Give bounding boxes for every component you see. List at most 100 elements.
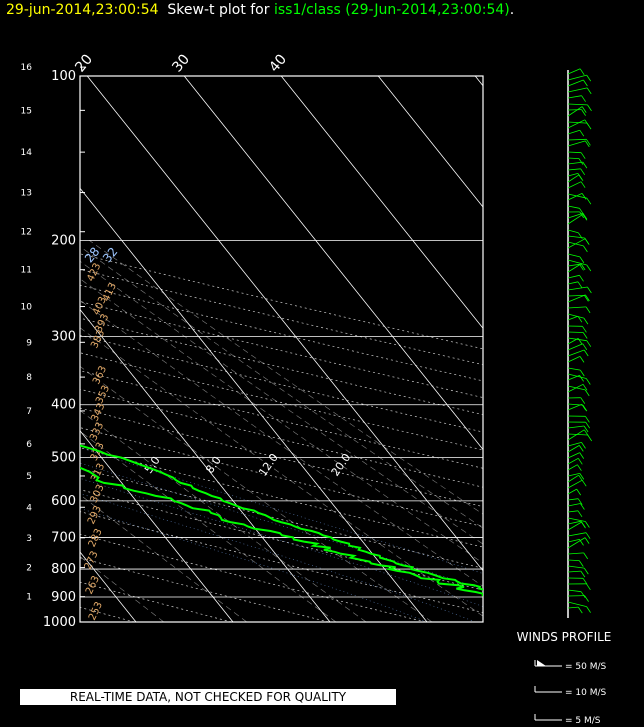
moist-adiabat-line (80, 493, 476, 622)
wind-barb-flag (579, 473, 585, 480)
quality-disclaimer: REAL-TIME DATA, NOT CHECKED FOR QUALITY (20, 689, 396, 705)
temperature-trace (80, 444, 483, 591)
km-label: 3 (26, 534, 32, 544)
mixing-ratio-label: 12.0 (256, 451, 281, 479)
wind-barb-flag (580, 263, 586, 271)
mixing-ratio-label: 20.0 (329, 451, 354, 479)
wind-barb (567, 452, 580, 459)
wind-barb (567, 193, 583, 201)
labels-layer: 1000900800700600500400300200100123456789… (21, 51, 354, 630)
wind-barb (567, 565, 585, 569)
wind-barb (567, 356, 581, 363)
isotherm-line (280, 76, 483, 329)
wind-barb (567, 520, 582, 525)
wind-barb (567, 503, 581, 507)
wind-barb (567, 601, 587, 607)
km-label: 16 (21, 63, 33, 73)
wind-barb-flag (586, 583, 591, 591)
wind-barb-flag (585, 532, 591, 539)
dry-adiabat-label: 273 (83, 550, 101, 572)
wind-barb (567, 375, 580, 381)
wind-barb-flag (582, 332, 588, 339)
wind-barb (567, 129, 580, 135)
wind-barb-flag (583, 425, 589, 433)
wind-barb-flag (581, 404, 587, 411)
pressure-label: 900 (51, 590, 76, 605)
wind-barb-flag (586, 264, 592, 272)
isotherm-line (474, 76, 483, 87)
wind-barb-flag (577, 498, 583, 505)
wind-barb-flag (587, 434, 593, 442)
dewpoint-trace (80, 466, 483, 597)
wind-barb (567, 68, 581, 75)
wind-barb (567, 213, 584, 225)
wind-barb-flag (583, 317, 589, 325)
mixing-ratio-line (80, 556, 164, 622)
wind-barb-flag (581, 95, 586, 102)
km-label: 12 (21, 228, 32, 238)
wind-barb (567, 74, 587, 81)
wind-barb-flag (577, 606, 583, 614)
mixing-ratio-line (89, 240, 483, 515)
pressure-label: 200 (51, 233, 76, 248)
dry-adiabat-label: 363 (91, 364, 109, 386)
wind-barb (567, 103, 588, 106)
wind-barb (567, 473, 580, 477)
wind-barb-flag (586, 197, 592, 205)
wind-barb-flag (577, 281, 583, 289)
wind-barb-flag (583, 349, 589, 357)
moist-adiabat-line (80, 508, 428, 622)
wind-barb (567, 433, 588, 436)
wind-barb-flag (584, 537, 590, 544)
wind-barb-flag (585, 521, 590, 528)
isotherm-label: 30 (169, 51, 193, 75)
wind-barb (567, 445, 580, 453)
wind-barb (567, 552, 584, 555)
km-label: 13 (21, 189, 32, 199)
wind-barb-flag (581, 479, 587, 487)
km-label: 5 (26, 472, 32, 482)
wind-barb (567, 253, 580, 258)
dry-adiabat-line (80, 581, 232, 622)
isotherm-label: 40 (266, 51, 290, 75)
wind-barb-flag (580, 181, 586, 188)
wind-barb (567, 151, 582, 154)
wind-barb (567, 532, 587, 537)
wind-barb-flag (580, 503, 585, 510)
wind-barb (567, 457, 579, 465)
wind-barb-flag (587, 104, 592, 112)
wind-barb (567, 119, 585, 129)
wind-barb (567, 121, 588, 124)
km-label: 1 (26, 593, 32, 603)
wind-barb (567, 589, 582, 593)
wind-barb-flag (585, 378, 591, 385)
wind-barb-flag (579, 369, 585, 377)
pressure-label: 100 (51, 69, 76, 84)
title-label: Skew-t plot for (167, 2, 270, 18)
pressure-label: 1000 (43, 615, 76, 630)
wind-barb-flag (581, 193, 587, 200)
wind-barb (567, 238, 586, 249)
wind-barb (567, 464, 578, 471)
wind-barb (567, 174, 580, 183)
wind-barb (567, 205, 580, 209)
wind-barb (567, 138, 587, 141)
dry-adiabat-label: 333 (88, 421, 106, 443)
dry-adiabat-label: 293 (86, 504, 104, 526)
wind-barb (567, 488, 577, 495)
wind-barb-flag (587, 286, 592, 294)
wind-barb-flag (586, 139, 591, 146)
wind-barb (567, 79, 584, 87)
wind-barb-flag (579, 129, 585, 137)
wind-barb (567, 259, 587, 266)
wind-barb-flag (586, 340, 592, 347)
wind-barb (567, 521, 582, 531)
wind-barb-flag (579, 68, 585, 76)
moist-adiabat-line (80, 478, 483, 607)
wind-barb-flag (585, 421, 591, 429)
wind-barb-flag (586, 606, 591, 613)
isotherm-line (80, 308, 331, 622)
wind-barb (567, 157, 580, 159)
wind-barb-flag (579, 264, 584, 271)
